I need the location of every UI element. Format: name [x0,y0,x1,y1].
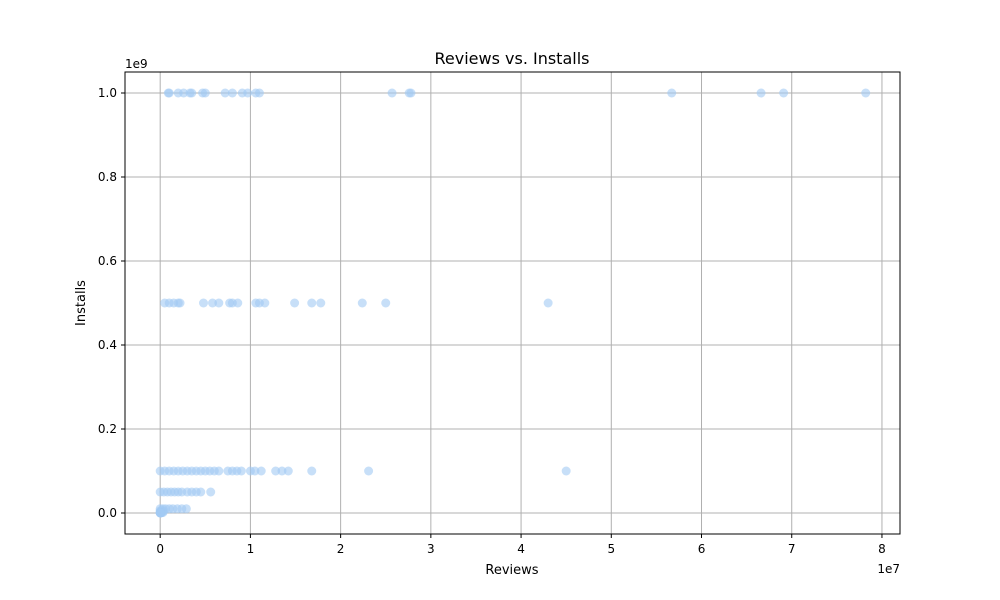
data-point [200,88,210,98]
x-offset-label: 1e7 [877,562,900,576]
x-tick-label: 5 [607,542,615,556]
data-point [227,88,237,98]
y-tick-label: 0.6 [98,254,117,268]
ticks-layer: 0 1 2 3 4 5 6 7 8 0.0 0.2 0.4 0.6 0.8 1.0 [98,86,886,556]
x-tick-label: 3 [427,542,435,556]
data-point [155,508,165,518]
data-point [381,298,391,308]
x-tick-label: 8 [878,542,886,556]
data-point [250,466,260,476]
x-tick-label: 1 [247,542,255,556]
data-point [543,298,553,308]
x-tick-label: 0 [156,542,164,556]
points-layer [155,88,871,518]
data-point [357,298,367,308]
data-point [236,466,246,476]
data-point [387,88,397,98]
x-tick-label: 2 [337,542,345,556]
y-axis-label: Installs [74,280,89,326]
data-point [406,88,416,98]
data-point [175,298,185,308]
data-point [256,466,266,476]
data-point [561,466,571,476]
data-point [214,298,224,308]
data-point [233,298,243,308]
data-point [196,487,206,497]
data-point [220,88,230,98]
data-point [206,487,216,497]
data-point [187,88,197,98]
y-tick-label: 0.2 [98,422,117,436]
data-point [290,298,300,308]
chart-title: Reviews vs. Installs [435,49,590,68]
data-point [181,504,191,514]
x-axis-label: Reviews [485,563,538,578]
data-point [283,466,293,476]
data-point [164,88,174,98]
data-point [208,298,218,308]
x-tick-label: 7 [788,542,796,556]
y-tick-label: 1.0 [98,86,117,100]
y-tick-label: 0.0 [98,506,117,520]
x-tick-label: 4 [517,542,525,556]
y-tick-label: 0.8 [98,170,117,184]
y-offset-label: 1e9 [125,57,148,71]
data-point [316,298,326,308]
data-point [307,298,317,308]
data-point [861,88,871,98]
data-point [271,466,281,476]
data-point [179,88,189,98]
x-tick-label: 6 [698,542,706,556]
data-point [364,466,374,476]
y-tick-label: 0.4 [98,338,117,352]
data-point [756,88,766,98]
data-point [277,466,287,476]
data-point [779,88,789,98]
data-point [260,298,270,308]
grid-layer [125,72,900,534]
data-point [214,466,224,476]
data-point [667,88,677,98]
data-point [307,466,317,476]
data-point [254,88,264,98]
plot-frame [124,71,901,535]
data-point [198,298,208,308]
data-point [243,88,253,98]
